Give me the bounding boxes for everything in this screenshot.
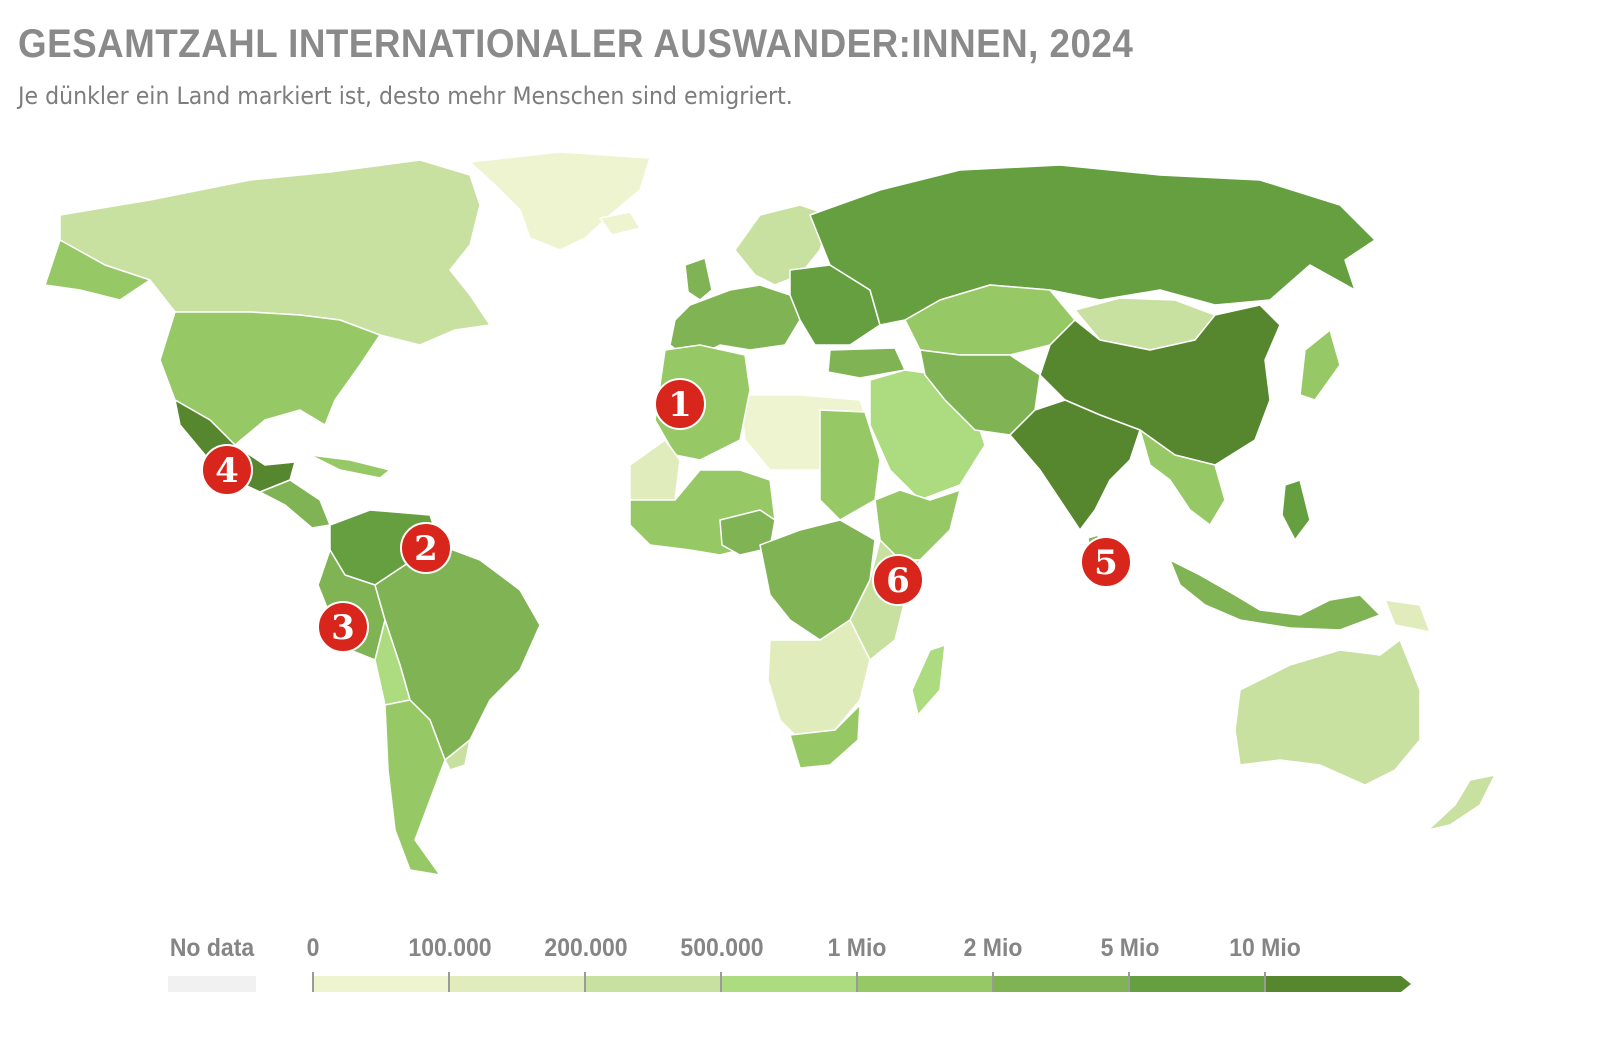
region-south-africa (789, 704, 861, 769)
region-indonesia (1169, 559, 1381, 631)
region-uk (684, 257, 713, 301)
region-canada (59, 159, 491, 346)
svg-text:4: 4 (215, 451, 239, 491)
svg-text:6: 6 (886, 561, 910, 601)
region-russia (809, 164, 1376, 326)
legend-threshold-4: 1 Mio (827, 934, 887, 962)
region-scandinavia (734, 204, 831, 286)
legend-threshold-2: 200.000 (544, 934, 628, 962)
legend-threshold-3: 500.000 (680, 934, 764, 962)
region-western-europe (669, 284, 801, 361)
marker-6: 6 (872, 554, 924, 606)
svg-text:2: 2 (414, 529, 438, 569)
legend-bin-1 (449, 976, 585, 992)
region-egypt-sudan (819, 409, 881, 521)
legend-bin-0 (313, 976, 449, 992)
marker-2: 2 (400, 522, 452, 574)
legend-bin-4 (857, 976, 993, 992)
region-caribbean (309, 454, 391, 479)
svg-text:5: 5 (1094, 543, 1118, 583)
svg-text:1: 1 (668, 385, 692, 425)
region-madagascar (911, 644, 946, 716)
legend-threshold-0: 0 (306, 934, 320, 962)
legend-bin-5 (993, 976, 1129, 992)
region-turkey (827, 347, 906, 379)
legend-no-data-label: No data (169, 934, 255, 962)
region-west-sahara (629, 439, 681, 501)
region-new-zealand (1427, 774, 1496, 831)
legend-bin-6 (1129, 976, 1265, 992)
legend-threshold-6: 5 Mio (1100, 934, 1160, 962)
legend-bin-7 (1265, 976, 1411, 992)
svg-text:3: 3 (331, 608, 355, 648)
color-legend: No data 0 100.000 200.000 500.000 1 Mio … (0, 920, 1600, 1020)
legend-threshold-1: 100.000 (408, 934, 492, 962)
region-central-america (259, 479, 331, 529)
region-iceland (599, 211, 641, 236)
map-subtitle: Je dünkler ein Land markiert ist, desto … (18, 82, 793, 110)
region-australia (1234, 639, 1421, 786)
region-philippines (1281, 479, 1311, 541)
legend-bin-3 (721, 976, 857, 992)
region-papua (1384, 599, 1431, 633)
region-japan (1299, 329, 1341, 401)
marker-1: 1 (654, 378, 706, 430)
marker-4: 4 (201, 444, 253, 496)
map-title: GESAMTZAHL INTERNATIONALER AUSWANDER:INN… (18, 22, 1134, 66)
region-greenland (469, 151, 651, 251)
region-india (1009, 399, 1141, 531)
world-map: 1 2 3 4 5 6 (44, 151, 1496, 876)
region-uruguay (444, 739, 471, 771)
region-southeast-asia (1139, 429, 1226, 526)
region-alaska (44, 239, 151, 301)
legend-scale (312, 972, 1411, 992)
legend-threshold-7: 10 Mio (1229, 934, 1301, 962)
legend-bin-2 (585, 976, 721, 992)
legend-threshold-5: 2 Mio (963, 934, 1023, 962)
region-southern-cone (384, 699, 446, 876)
marker-3: 3 (317, 601, 369, 653)
region-southern-africa (767, 619, 871, 741)
legend-no-data-swatch (168, 976, 256, 992)
marker-5: 5 (1080, 536, 1132, 588)
region-bolivia (374, 619, 411, 706)
